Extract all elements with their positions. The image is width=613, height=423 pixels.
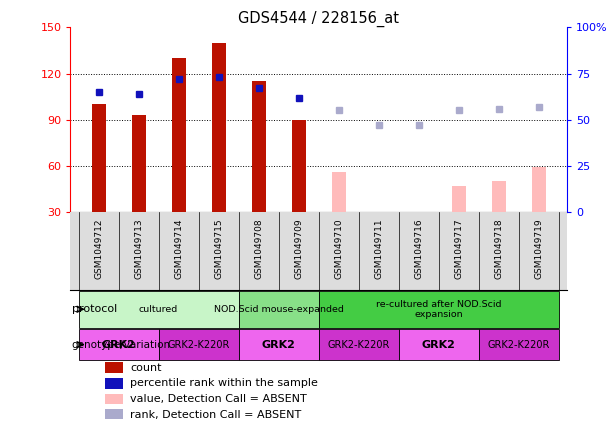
Bar (292, 120, 306, 212)
Bar (159, 330, 238, 360)
Text: percentile rank within the sample: percentile rank within the sample (130, 378, 318, 388)
Text: GRK2: GRK2 (102, 340, 135, 350)
Bar (105, 409, 123, 420)
Bar (78, 330, 159, 360)
Text: rank, Detection Call = ABSENT: rank, Detection Call = ABSENT (130, 410, 302, 420)
Text: protocol: protocol (72, 304, 117, 314)
Title: GDS4544 / 228156_at: GDS4544 / 228156_at (238, 11, 399, 27)
Bar (399, 330, 479, 360)
Bar (319, 291, 559, 328)
Bar (479, 330, 559, 360)
Text: GSM1049708: GSM1049708 (254, 218, 263, 279)
Text: GRK2: GRK2 (262, 340, 295, 350)
Bar (78, 291, 238, 328)
Bar (172, 58, 186, 212)
Bar (105, 394, 123, 404)
Bar (238, 291, 319, 328)
Bar (105, 363, 123, 373)
Text: GSM1049715: GSM1049715 (214, 218, 223, 279)
Bar (252, 81, 265, 212)
Text: GSM1049717: GSM1049717 (454, 218, 463, 279)
Text: GRK2-K220R: GRK2-K220R (327, 340, 390, 350)
Text: GSM1049711: GSM1049711 (375, 218, 383, 279)
Text: GRK2-K220R: GRK2-K220R (167, 340, 230, 350)
Bar (332, 172, 346, 212)
Bar (91, 104, 105, 212)
Bar (132, 115, 145, 212)
Bar (105, 378, 123, 389)
Bar (238, 330, 319, 360)
Bar (372, 212, 386, 213)
Text: GSM1049709: GSM1049709 (294, 218, 303, 279)
Text: re-cultured after NOD.Scid
expansion: re-cultured after NOD.Scid expansion (376, 299, 501, 319)
Text: NOD.Scid mouse-expanded: NOD.Scid mouse-expanded (214, 305, 344, 314)
Bar (532, 167, 546, 212)
Text: GSM1049714: GSM1049714 (174, 218, 183, 278)
Text: GSM1049719: GSM1049719 (535, 218, 544, 279)
Text: GSM1049710: GSM1049710 (334, 218, 343, 279)
Bar (211, 43, 226, 212)
Text: genotype/variation: genotype/variation (72, 340, 171, 350)
Text: cultured: cultured (139, 305, 178, 314)
Text: GRK2: GRK2 (422, 340, 456, 350)
Text: GSM1049718: GSM1049718 (495, 218, 503, 279)
Bar (492, 181, 506, 212)
Bar (452, 186, 466, 212)
Text: GSM1049712: GSM1049712 (94, 218, 103, 278)
Text: GRK2-K220R: GRK2-K220R (488, 340, 550, 350)
Text: GSM1049713: GSM1049713 (134, 218, 143, 279)
Text: count: count (130, 363, 162, 373)
Text: GSM1049716: GSM1049716 (414, 218, 424, 279)
Text: value, Detection Call = ABSENT: value, Detection Call = ABSENT (130, 394, 307, 404)
Bar (319, 330, 399, 360)
